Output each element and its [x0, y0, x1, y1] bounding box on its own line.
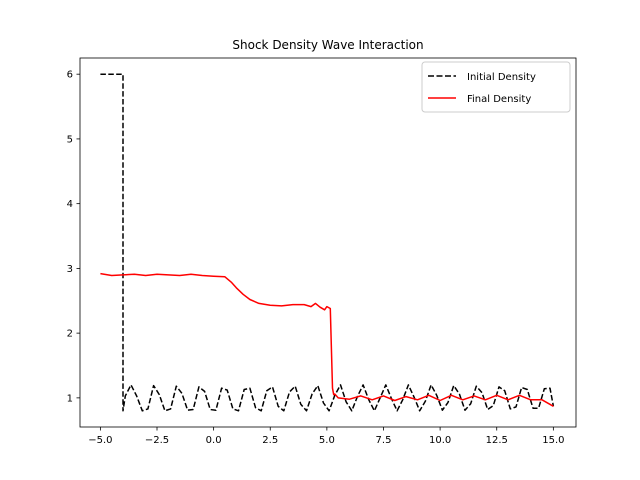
x-tick-label: 5.0: [319, 435, 335, 446]
x-tick-label: −5.0: [88, 435, 112, 446]
x-tick-label: 2.5: [262, 435, 278, 446]
x-tick-label: 10.0: [429, 435, 451, 446]
y-tick-label: 6: [67, 70, 73, 81]
chart-title: Shock Density Wave Interaction: [232, 38, 423, 52]
axes-frame: [79, 57, 577, 428]
y-tick-label: 5: [67, 134, 73, 145]
y-tick-label: 1: [67, 393, 73, 404]
axes: −5.0 −2.5 0.0 2.5 5.0 7.5 10.0 12.5 15.0 1 2 3 4 5 6: [67, 57, 577, 446]
x-tick-label: 0.0: [206, 435, 222, 446]
legend-label-final: Final Density: [467, 94, 531, 105]
y-tick-label: 4: [67, 199, 73, 210]
y-tick-label: 3: [67, 264, 73, 275]
x-tick-label: 7.5: [376, 435, 392, 446]
legend-label-initial: Initial Density: [467, 72, 536, 83]
x-tick-label: −2.5: [145, 435, 169, 446]
x-tick-label: 12.5: [486, 435, 508, 446]
series-line-initial-density: [100, 73, 555, 412]
y-tick-label: 2: [67, 329, 73, 340]
legend-frame: [421, 61, 571, 113]
legend: Initial Density Final Density: [421, 61, 571, 113]
plot-area: [100, 73, 555, 412]
x-tick-label: 15.0: [542, 435, 564, 446]
series-line-final-density: [100, 272, 554, 407]
